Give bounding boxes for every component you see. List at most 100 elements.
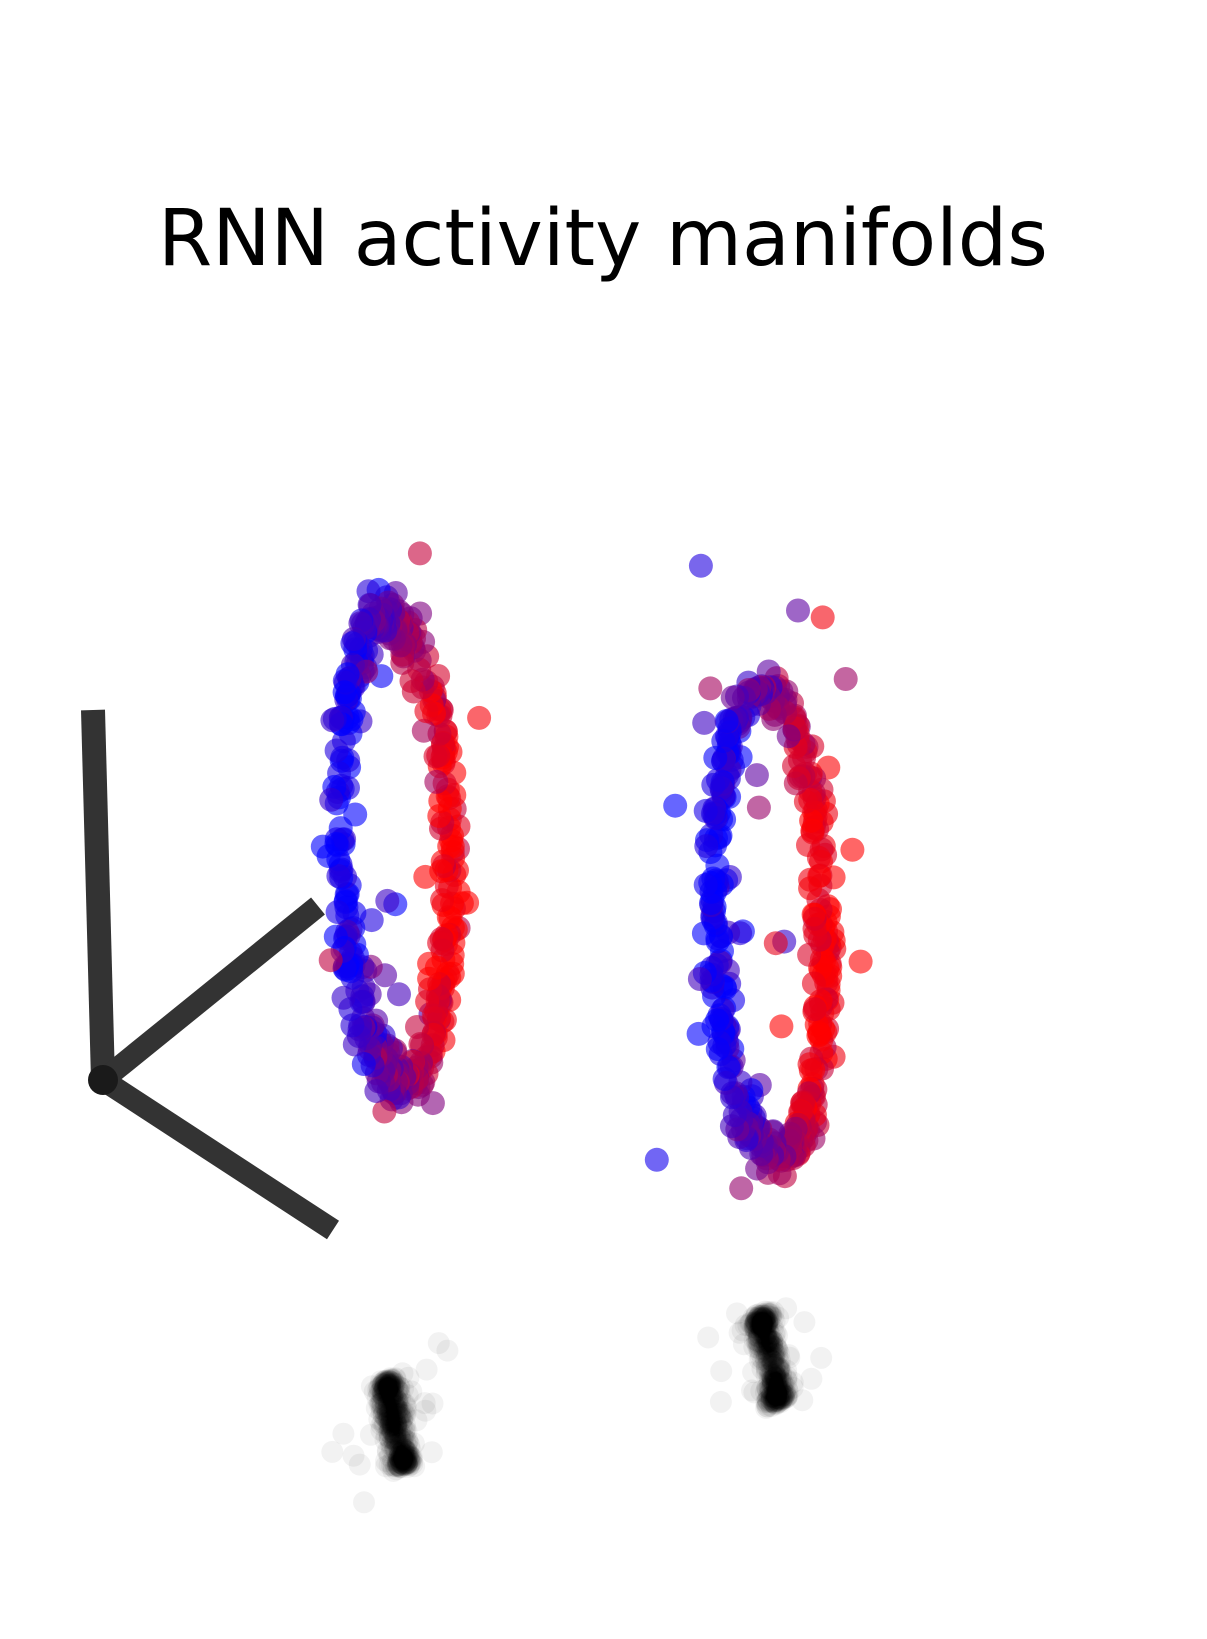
shadow-point <box>762 1379 785 1402</box>
shadow-point <box>761 1372 784 1395</box>
scatter-point <box>326 864 351 888</box>
shadow-point <box>753 1337 776 1360</box>
shadow-point <box>746 1312 769 1335</box>
shadow-point <box>754 1312 777 1335</box>
shadow-point <box>387 1449 410 1471</box>
shadow-point <box>385 1378 408 1401</box>
shadow-point <box>767 1356 790 1379</box>
shadow-point <box>378 1399 401 1422</box>
shadow-point <box>374 1395 397 1418</box>
shadow-point <box>395 1449 417 1472</box>
shadow-point <box>767 1358 790 1381</box>
shadow-point <box>759 1324 782 1347</box>
shadow-point <box>756 1328 779 1351</box>
shadow-point <box>760 1388 783 1411</box>
shadow-point <box>759 1306 782 1328</box>
shadow-point <box>400 1447 423 1470</box>
shadow-point <box>395 1452 418 1475</box>
shadow-point <box>757 1333 780 1356</box>
shadow-point <box>760 1329 783 1352</box>
shadow-point <box>770 1361 792 1384</box>
shadow-point <box>764 1388 787 1411</box>
scatter-point <box>798 876 823 901</box>
shadow-point <box>759 1330 782 1353</box>
shadow-point <box>392 1427 415 1450</box>
shadow-point <box>762 1371 784 1394</box>
shadow-point <box>387 1445 410 1468</box>
shadow-point <box>762 1345 785 1368</box>
shadow-point <box>370 1413 393 1436</box>
shadow-point <box>765 1374 788 1397</box>
shadow-point <box>382 1460 405 1482</box>
shadow-point <box>765 1371 788 1394</box>
shadow-point <box>740 1311 763 1334</box>
shadow-point <box>769 1382 792 1405</box>
shadow-point <box>376 1398 399 1421</box>
shadow-point <box>697 1326 720 1349</box>
shadow-point <box>793 1311 816 1334</box>
axis-line-vertical <box>81 709 115 1081</box>
scatter-point <box>364 1079 389 1104</box>
shadow-point <box>374 1429 397 1452</box>
shadow-point <box>390 1414 413 1437</box>
shadow-point <box>775 1297 798 1320</box>
shadow-point <box>753 1333 776 1356</box>
shadow-point <box>757 1344 780 1367</box>
shadow-point <box>755 1390 778 1413</box>
shadow-point <box>379 1375 401 1398</box>
shadow-point <box>378 1375 400 1398</box>
shadow-point <box>747 1311 770 1334</box>
shadow-point <box>378 1370 401 1393</box>
shadow-point <box>393 1401 416 1424</box>
shadow-point <box>399 1449 422 1472</box>
shadow-point <box>394 1444 417 1466</box>
shadow-point <box>372 1411 395 1434</box>
shadow-point <box>391 1437 414 1460</box>
shadow-point <box>755 1327 778 1350</box>
shadow-point <box>764 1366 787 1389</box>
shadow-point <box>762 1350 785 1373</box>
shadow-point <box>370 1379 393 1402</box>
shadow-point <box>376 1378 399 1401</box>
shadow-point <box>384 1438 407 1461</box>
shadow-point <box>743 1314 766 1337</box>
shadow-point <box>748 1326 771 1349</box>
shadow-point <box>761 1364 784 1387</box>
shadow-point <box>760 1388 783 1411</box>
shadow-point <box>760 1395 783 1418</box>
shadow-point <box>758 1322 781 1345</box>
shadow-point <box>758 1311 781 1334</box>
shadow-point <box>386 1398 409 1421</box>
shadow-point <box>391 1445 414 1467</box>
shadow-point <box>763 1390 786 1413</box>
shadow-point <box>360 1375 383 1398</box>
shadow-point <box>375 1382 398 1404</box>
shadow-point <box>791 1389 814 1412</box>
shadow-point <box>394 1393 417 1416</box>
shadow-point <box>757 1346 780 1369</box>
shadow-point <box>392 1435 415 1457</box>
shadow-point <box>759 1343 782 1365</box>
shadow-point <box>750 1314 773 1337</box>
shadow-point <box>763 1389 786 1412</box>
shadow-point <box>765 1365 788 1388</box>
scatter-point <box>693 872 718 897</box>
shadow-point <box>398 1446 420 1469</box>
scatter-point <box>372 1099 397 1124</box>
shadow-point <box>761 1369 784 1392</box>
shadow-point <box>773 1387 796 1410</box>
shadow-point <box>726 1302 748 1325</box>
shadow-point <box>763 1376 786 1399</box>
shadow-point <box>384 1402 407 1425</box>
scatter-point <box>769 1014 794 1039</box>
shadow-point <box>771 1384 794 1407</box>
shadow-point <box>374 1371 397 1394</box>
shadow-point <box>387 1409 410 1432</box>
shadow-point <box>745 1310 768 1333</box>
shadow-point <box>376 1411 399 1434</box>
shadow-point <box>756 1311 779 1334</box>
shadow-point <box>772 1371 795 1394</box>
shadow-point <box>394 1401 417 1424</box>
shadow-point <box>380 1385 403 1407</box>
shadow-point <box>751 1314 774 1337</box>
